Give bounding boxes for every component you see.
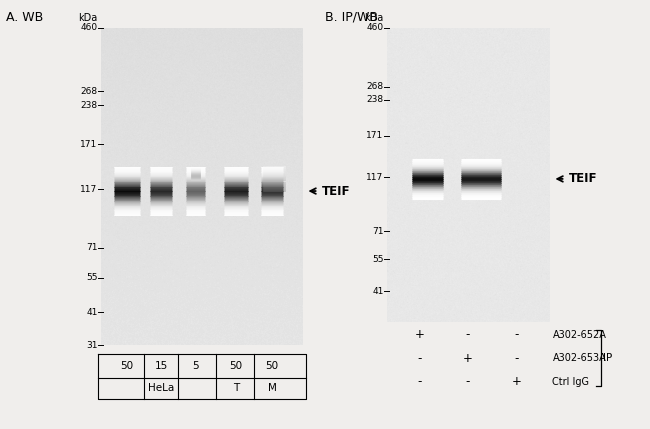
Text: 15: 15 [155,361,168,371]
Text: 41: 41 [372,287,383,296]
Text: 460: 460 [367,24,384,32]
Text: 268: 268 [367,82,384,91]
Text: TEIF: TEIF [322,184,350,197]
Text: -: - [515,352,519,365]
Text: 50: 50 [120,361,133,371]
Text: 50: 50 [229,361,242,371]
Text: 5: 5 [192,361,199,371]
Text: IP: IP [603,353,612,363]
Text: +: + [463,352,473,365]
Text: HeLa: HeLa [148,383,174,393]
Text: kDa: kDa [364,13,384,24]
Text: 71: 71 [86,243,97,252]
Text: 55: 55 [86,273,97,282]
Text: -: - [466,375,470,388]
Text: Ctrl IgG: Ctrl IgG [552,377,590,387]
Text: T: T [233,383,239,393]
Text: 460: 460 [81,24,98,32]
Text: B. IP/WB: B. IP/WB [325,11,378,24]
Text: 117: 117 [366,172,384,181]
Text: 238: 238 [81,101,98,110]
Text: kDa: kDa [78,13,98,24]
Text: M: M [268,383,276,393]
Text: A. WB: A. WB [6,11,44,24]
Text: 71: 71 [372,227,383,236]
Text: 238: 238 [367,95,384,104]
Text: 171: 171 [366,131,384,140]
Text: -: - [466,328,470,341]
Text: +: + [512,375,522,388]
Text: 55: 55 [372,255,383,264]
Text: 171: 171 [80,140,98,149]
Text: 268: 268 [81,87,98,96]
Text: TEIF: TEIF [569,172,597,185]
Text: -: - [515,328,519,341]
Text: A302-653A: A302-653A [552,353,606,363]
Text: 50: 50 [265,361,279,371]
Text: +: + [414,328,424,341]
Text: 31: 31 [86,341,97,350]
Text: -: - [417,375,421,388]
Text: -: - [417,352,421,365]
Text: A302-652A: A302-652A [552,329,606,340]
Text: 117: 117 [80,184,98,193]
Text: 41: 41 [86,308,97,317]
